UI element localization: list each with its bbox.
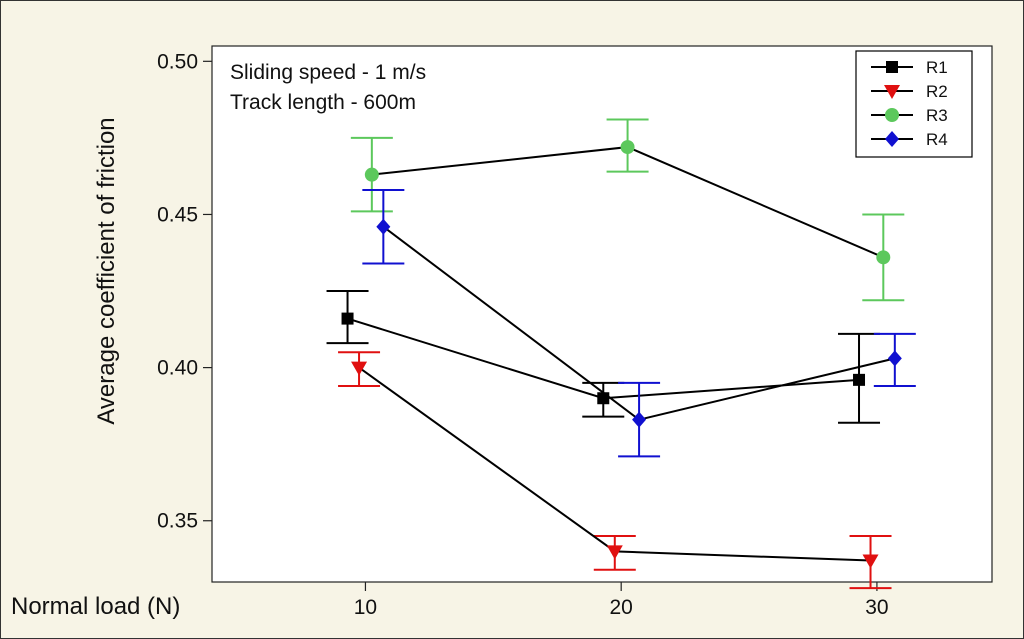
- data-point: [887, 350, 902, 367]
- data-point: [597, 392, 610, 405]
- data-point: [606, 545, 623, 560]
- legend-label: R4: [926, 130, 948, 149]
- data-point: [341, 312, 354, 325]
- series-r1: [326, 290, 881, 424]
- data-point: [351, 361, 368, 376]
- series-r2: [338, 351, 892, 590]
- legend-label: R1: [926, 58, 948, 77]
- data-point: [632, 411, 647, 428]
- legend: R1 R2 R3 R4: [855, 50, 973, 158]
- x-tick-label: 20: [610, 596, 633, 619]
- legend-marker: [886, 61, 898, 73]
- y-tick-label: 0.40: [157, 357, 198, 380]
- data-point: [620, 140, 635, 155]
- legend-marker: [885, 108, 899, 122]
- data-point: [853, 373, 866, 386]
- annotation-track: Track length - 600m: [230, 91, 416, 114]
- x-tick-label: 30: [865, 596, 888, 619]
- data-point: [876, 250, 891, 265]
- y-axis-ticks: 0.35 0.40 0.45 0.50 10 20 30: [157, 50, 888, 619]
- y-axis-label: Average coefficient of friction: [93, 117, 120, 424]
- series-r3: [350, 118, 905, 302]
- series-layer: [326, 118, 916, 590]
- legend-label: R2: [926, 82, 948, 101]
- data-point: [862, 554, 879, 569]
- legend-marker: [885, 131, 899, 147]
- x-axis-label: Normal load (N): [11, 593, 180, 620]
- y-tick-label: 0.45: [157, 203, 198, 226]
- series-r4: [362, 188, 916, 458]
- annotation-speed: Sliding speed - 1 m/s: [230, 61, 426, 84]
- y-tick-label: 0.50: [157, 50, 198, 73]
- data-point: [364, 167, 379, 182]
- legend-label: R3: [926, 106, 948, 125]
- data-point: [376, 218, 391, 235]
- y-tick-label: 0.35: [157, 510, 198, 533]
- x-tick-label: 10: [354, 596, 377, 619]
- legend-marker: [884, 85, 900, 99]
